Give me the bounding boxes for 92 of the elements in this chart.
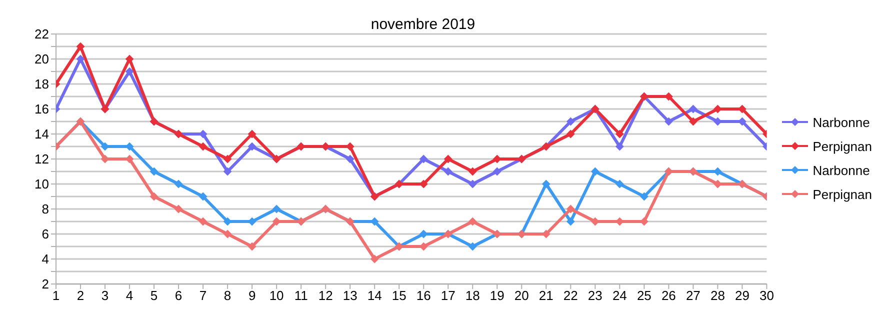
x-tick-label: 4 [126, 288, 134, 304]
legend-label: Narbonne [812, 114, 870, 130]
point [224, 230, 232, 238]
x-tick-label: 11 [294, 288, 308, 304]
x-tick-label: 7 [199, 288, 207, 304]
point [224, 155, 232, 163]
y-tick-label: 6 [42, 226, 49, 242]
point [126, 142, 134, 150]
y-tick-label: 22 [34, 26, 49, 42]
x-tick-label: 8 [224, 288, 232, 304]
point [370, 218, 379, 226]
y-tick-label: 10 [34, 176, 49, 192]
x-tick-label: 2 [76, 288, 84, 304]
x-tick-label: 23 [588, 288, 602, 304]
point [150, 192, 158, 200]
point [542, 180, 550, 188]
point [370, 255, 379, 263]
x-tick-label: 6 [174, 288, 182, 304]
x-tick-label: 5 [150, 288, 158, 304]
x-tick-label: 16 [416, 288, 431, 304]
point [150, 168, 158, 176]
legend-label: Narbonne [812, 162, 870, 178]
point [444, 155, 452, 163]
point [616, 130, 624, 138]
y-tick-label: 4 [42, 252, 49, 267]
point [199, 142, 208, 150]
x-tick-label: 13 [342, 288, 358, 304]
point [199, 218, 208, 226]
y-tick-label: 8 [42, 202, 49, 217]
point [468, 168, 477, 176]
y-tick-label: 14 [34, 126, 49, 142]
point [468, 218, 477, 226]
x-tick-label: 10 [269, 288, 284, 304]
point [616, 142, 624, 150]
point [689, 105, 698, 113]
point [248, 142, 256, 150]
x-tick-label: 19 [490, 288, 504, 304]
x-tick-label: 18 [465, 288, 480, 304]
legend-label: Perpignan [812, 186, 872, 202]
x-tick-label: 12 [318, 288, 333, 304]
y-tick-label: 18 [34, 76, 49, 92]
point [248, 218, 256, 226]
point [126, 68, 134, 76]
x-tick-label: 24 [612, 288, 627, 304]
point [493, 168, 502, 176]
point [199, 130, 208, 138]
x-tick-label: 27 [686, 288, 700, 304]
point [566, 218, 575, 226]
point [566, 205, 575, 213]
x-tick-label: 9 [248, 288, 256, 304]
x-tick-label: 22 [563, 288, 578, 304]
point [76, 55, 85, 63]
chart-title: novembre 2019 [370, 16, 476, 33]
point [346, 142, 354, 150]
point [272, 205, 281, 213]
point [420, 155, 428, 163]
point [199, 192, 208, 200]
y-tick-label: 16 [34, 102, 49, 117]
point [566, 118, 575, 126]
y-tick-label: 2 [42, 276, 49, 292]
point [248, 130, 256, 138]
point [468, 242, 477, 250]
point [591, 168, 600, 176]
point [664, 118, 673, 126]
point [346, 155, 354, 163]
point [616, 180, 624, 188]
x-tick-label: 20 [514, 288, 529, 304]
x-tick-label: 29 [734, 288, 750, 304]
x-tick-label: 30 [759, 288, 774, 304]
x-tick-label: 26 [661, 288, 676, 304]
x-tick-label: 3 [101, 288, 109, 304]
x-tick-label: 25 [636, 288, 652, 304]
point [76, 42, 85, 50]
point [640, 192, 648, 200]
x-tick-label: 17 [440, 288, 456, 304]
point [174, 205, 183, 213]
x-tick-label: 21 [538, 288, 554, 304]
point [566, 130, 575, 138]
x-tick-label: 15 [392, 288, 406, 304]
point [126, 55, 134, 63]
point [468, 180, 477, 188]
point [444, 168, 452, 176]
point [174, 180, 183, 188]
x-tick-label: 28 [710, 288, 725, 304]
y-tick-label: 12 [34, 152, 49, 167]
legend-label: Perpignan [812, 138, 872, 154]
y-tick-label: 20 [34, 52, 49, 67]
x-tick-label: 14 [367, 288, 382, 304]
point [224, 168, 232, 176]
point [248, 242, 256, 250]
point [689, 118, 698, 126]
x-tick-label: 1 [52, 288, 60, 304]
